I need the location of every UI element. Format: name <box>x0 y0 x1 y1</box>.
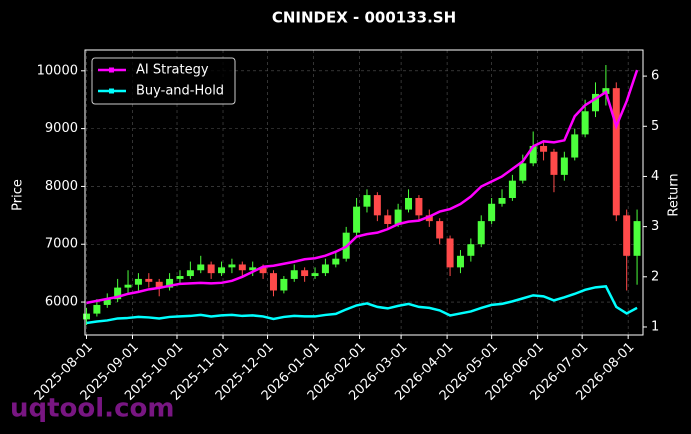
candle-body <box>612 88 620 216</box>
candle-body <box>508 180 516 198</box>
candle-body <box>124 284 132 288</box>
candle-body <box>623 215 631 256</box>
candle-body <box>93 304 101 314</box>
candle-body <box>571 134 579 158</box>
legend-label: Buy-and-Hold <box>136 84 224 99</box>
candle-body <box>529 145 537 164</box>
y2-tick-label: 4 <box>651 169 659 184</box>
candle-body <box>498 197 506 204</box>
candle-body <box>145 278 153 282</box>
candle-body <box>166 278 174 288</box>
candle-body <box>321 264 329 274</box>
y-tick-label: 7000 <box>45 237 78 252</box>
candle-body <box>436 221 444 239</box>
candle-body <box>332 258 340 265</box>
candle-body <box>425 215 433 222</box>
legend: AI Strategy Buy-and-Hold <box>91 57 236 105</box>
candle-body <box>186 270 194 277</box>
legend-label: AI Strategy <box>136 63 209 78</box>
candle-body <box>207 264 215 274</box>
legend-marker <box>109 88 114 94</box>
candle-body <box>155 281 163 288</box>
candle-body <box>384 215 392 225</box>
candle-body <box>238 264 246 271</box>
candle-body <box>550 151 558 175</box>
candle-body <box>176 276 184 279</box>
candle-body <box>249 267 257 271</box>
y-axis-label: Price <box>11 179 26 211</box>
legend-marker <box>109 67 114 73</box>
y2-axis-label: Return <box>667 173 682 216</box>
y-tick-label: 6000 <box>45 295 78 310</box>
candle-body <box>197 264 205 271</box>
candle-body <box>581 111 589 135</box>
candle-body <box>82 313 90 320</box>
candle-body <box>114 287 122 300</box>
candle-body <box>228 264 236 268</box>
candle-body <box>290 270 298 279</box>
y-tick-label: 8000 <box>45 179 78 194</box>
plot-frame <box>84 49 644 336</box>
y-tick-label: 9000 <box>45 121 78 136</box>
candle-body <box>311 273 319 277</box>
candle-body <box>134 278 142 285</box>
y2-tick-label: 6 <box>651 69 659 84</box>
series-line <box>86 69 639 305</box>
legend-box <box>91 57 236 105</box>
candle-body <box>373 195 381 216</box>
candle-body <box>456 255 464 268</box>
series-line <box>86 285 638 325</box>
y2-tick-label: 5 <box>651 119 659 134</box>
y2-tick-label: 2 <box>651 269 659 284</box>
candle-body <box>405 197 413 210</box>
candle-body <box>540 145 548 152</box>
candle-body <box>467 244 475 256</box>
candle-body <box>415 197 423 216</box>
chart-title: CNINDEX - 000133.SH <box>272 9 456 27</box>
candle-body <box>519 163 527 181</box>
y2-tick-label: 3 <box>651 219 659 234</box>
candle-body <box>488 203 496 222</box>
candle-body <box>633 221 641 256</box>
candle-body <box>103 299 111 305</box>
candle-body <box>560 157 568 175</box>
y-tick-label: 10000 <box>37 63 78 78</box>
candle-body <box>477 221 485 245</box>
candle-body <box>353 206 361 233</box>
candle-body <box>394 209 402 225</box>
candle-body <box>363 195 371 207</box>
candle-body <box>269 273 277 291</box>
candle-body <box>446 238 454 268</box>
candle-body <box>592 93 600 112</box>
candle-body <box>218 267 226 274</box>
candle-body <box>301 270 309 277</box>
candle-body <box>280 278 288 291</box>
candle-body <box>259 267 267 274</box>
watermark: uqtool.com <box>10 394 174 424</box>
y2-tick-label: 1 <box>651 319 659 334</box>
